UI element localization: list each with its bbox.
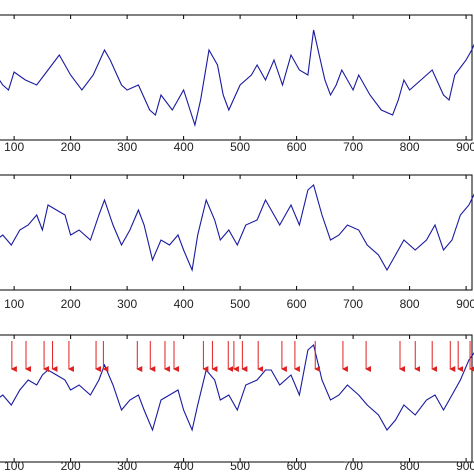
x-tick-label: 100 xyxy=(4,140,24,154)
x-tick-label: 100 xyxy=(4,297,24,311)
x-tick-label: 200 xyxy=(61,140,81,154)
x-tick-label: 400 xyxy=(174,297,194,311)
x-tick-label: 800 xyxy=(400,140,420,154)
signal-line xyxy=(0,343,474,432)
x-tick-label: 300 xyxy=(117,140,137,154)
signal-line xyxy=(0,184,474,272)
x-tick-label: 800 xyxy=(400,297,420,311)
x-tick-label: 400 xyxy=(174,459,194,473)
x-tick-label: 500 xyxy=(230,459,250,473)
x-tick-label: 100 xyxy=(4,459,24,473)
x-tick-label: 600 xyxy=(287,459,307,473)
x-tick-label: 800 xyxy=(400,459,420,473)
x-tick-label: 200 xyxy=(61,297,81,311)
x-tick-label: 300 xyxy=(117,297,137,311)
x-tick-label: 900 xyxy=(456,297,474,311)
x-tick-label: 900 xyxy=(456,459,474,473)
plot-frame xyxy=(0,14,473,141)
plot-frame xyxy=(0,174,473,291)
x-tick-label: 300 xyxy=(117,459,137,473)
x-tick-label: 600 xyxy=(287,140,307,154)
x-tick-label: 400 xyxy=(174,140,194,154)
x-tick-label: 500 xyxy=(230,297,250,311)
x-tick-label: 700 xyxy=(343,297,363,311)
x-tick-label: 700 xyxy=(343,140,363,154)
x-tick-label: 900 xyxy=(456,140,474,154)
plot-frame xyxy=(0,334,473,463)
signal-line xyxy=(0,29,474,128)
x-tick-label: 700 xyxy=(343,459,363,473)
x-tick-label: 200 xyxy=(61,459,81,473)
x-tick-label: 600 xyxy=(287,297,307,311)
x-tick-label: 500 xyxy=(230,140,250,154)
